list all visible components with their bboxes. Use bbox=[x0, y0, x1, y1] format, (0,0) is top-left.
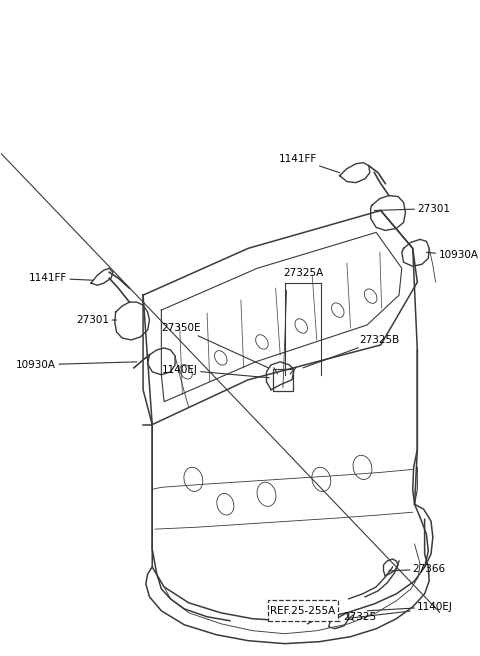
Text: 27325B: 27325B bbox=[303, 335, 400, 368]
Text: 27301: 27301 bbox=[374, 203, 450, 213]
Text: 1140EJ: 1140EJ bbox=[162, 365, 269, 378]
Text: REF.25-255A: REF.25-255A bbox=[270, 605, 335, 616]
Text: 1140EJ: 1140EJ bbox=[367, 602, 453, 612]
Text: 27366: 27366 bbox=[389, 564, 446, 574]
Text: 27325: 27325 bbox=[340, 612, 376, 622]
Text: 27301: 27301 bbox=[76, 315, 117, 325]
FancyBboxPatch shape bbox=[267, 600, 338, 621]
Text: 10930A: 10930A bbox=[426, 251, 479, 260]
Text: 27325A: 27325A bbox=[283, 268, 323, 278]
Text: 1141FF: 1141FF bbox=[29, 273, 93, 283]
Text: 10930A: 10930A bbox=[16, 360, 137, 370]
Text: 27350E: 27350E bbox=[161, 323, 268, 368]
Text: 1141FF: 1141FF bbox=[278, 154, 340, 173]
